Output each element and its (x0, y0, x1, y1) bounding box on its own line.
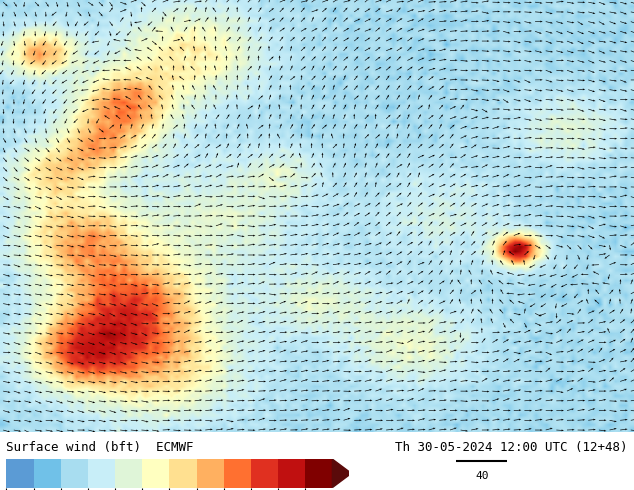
Bar (197, 459, 224, 488)
Text: Th 30-05-2024 12:00 UTC (12+48): Th 30-05-2024 12:00 UTC (12+48) (395, 441, 628, 454)
Text: Surface wind (bft)  ECMWF: Surface wind (bft) ECMWF (6, 441, 194, 454)
Bar (115, 459, 142, 488)
Bar (61, 459, 88, 488)
Bar (142, 459, 169, 488)
Bar (224, 459, 251, 488)
Text: 40: 40 (475, 471, 489, 481)
Bar (6, 459, 34, 488)
Bar (34, 459, 61, 488)
Bar (278, 459, 305, 488)
Bar (169, 459, 197, 488)
Polygon shape (332, 459, 351, 488)
Bar (251, 459, 278, 488)
Bar (305, 459, 332, 488)
Bar (88, 459, 115, 488)
